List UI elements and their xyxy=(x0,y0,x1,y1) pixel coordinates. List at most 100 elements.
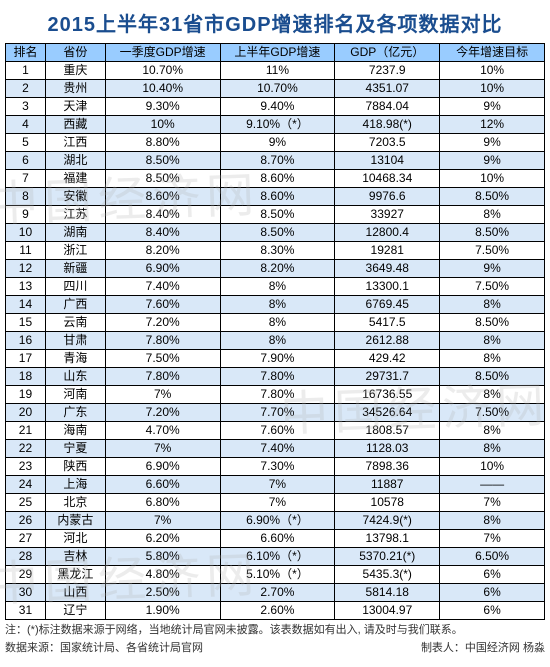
table-cell: 7% xyxy=(440,494,545,512)
table-cell: 3649.48 xyxy=(335,260,440,278)
table-cell: 9% xyxy=(440,260,545,278)
table-cell: 4.70% xyxy=(105,422,220,440)
table-cell: 6.10%（*） xyxy=(220,548,335,566)
table-cell: 7.80% xyxy=(105,332,220,350)
col-header-rank: 排名 xyxy=(6,44,46,62)
table-cell: 2612.88 xyxy=(335,332,440,350)
table-row: 8安徽8.60%8.60%9976.68.50% xyxy=(6,188,545,206)
table-cell: 宁夏 xyxy=(45,440,105,458)
table-cell: 8% xyxy=(220,314,335,332)
table-cell: 1128.03 xyxy=(335,440,440,458)
table-cell: 河南 xyxy=(45,386,105,404)
table-cell: 33927 xyxy=(335,206,440,224)
table-row: 14广西7.60%8%6769.458% xyxy=(6,296,545,314)
table-cell: 1.90% xyxy=(105,602,220,620)
table-cell: 8.70% xyxy=(220,152,335,170)
table-row: 17青海7.50%7.90%429.428% xyxy=(6,350,545,368)
table-cell: 8% xyxy=(440,296,545,314)
table-cell: 18 xyxy=(6,368,46,386)
table-cell: 5417.5 xyxy=(335,314,440,332)
table-cell: 6% xyxy=(440,584,545,602)
table-row: 6湖北8.50%8.70%131049% xyxy=(6,152,545,170)
table-cell: 7.60% xyxy=(220,422,335,440)
table-header-row: 排名 省份 一季度GDP增速 上半年GDP增速 GDP（亿元） 今年增速目标 xyxy=(6,44,545,62)
table-cell: 海南 xyxy=(45,422,105,440)
table-row: 15云南7.20%8%5417.58.50% xyxy=(6,314,545,332)
table-row: 24上海6.60%7%11887—— xyxy=(6,476,545,494)
table-cell: 8.50% xyxy=(440,314,545,332)
table-cell: 8.80% xyxy=(105,134,220,152)
table-cell: 天津 xyxy=(45,98,105,116)
table-cell: 7.20% xyxy=(105,404,220,422)
table-cell: 16 xyxy=(6,332,46,350)
table-cell: 8.50% xyxy=(440,224,545,242)
table-cell: 6769.45 xyxy=(335,296,440,314)
table-cell: 西藏 xyxy=(45,116,105,134)
table-cell: 安徽 xyxy=(45,188,105,206)
table-cell: 湖北 xyxy=(45,152,105,170)
table-row: 12新疆6.90%8.20%3649.489% xyxy=(6,260,545,278)
table-row: 30山西2.50%2.70%5814.186% xyxy=(6,584,545,602)
table-cell: 5435.3(*) xyxy=(335,566,440,584)
col-header-q1: 一季度GDP增速 xyxy=(105,44,220,62)
table-cell: 1 xyxy=(6,62,46,80)
table-cell: 9% xyxy=(440,98,545,116)
table-cell: 贵州 xyxy=(45,80,105,98)
table-cell: 8% xyxy=(440,332,545,350)
table-row: 10湖南8.40%8.50%12800.48.50% xyxy=(6,224,545,242)
table-cell: 25 xyxy=(6,494,46,512)
table-cell: 5 xyxy=(6,134,46,152)
table-cell: 10.70% xyxy=(105,62,220,80)
table-cell: 16736.55 xyxy=(335,386,440,404)
table-cell: 12% xyxy=(440,116,545,134)
table-cell: 10.40% xyxy=(105,80,220,98)
table-row: 19河南7%7.80%16736.558% xyxy=(6,386,545,404)
table-row: 5江西8.80%9%7203.59% xyxy=(6,134,545,152)
table-row: 31辽宁1.90%2.60%13004.976% xyxy=(6,602,545,620)
table-cell: 7.50% xyxy=(440,242,545,260)
table-cell: 山东 xyxy=(45,368,105,386)
table-row: 7福建8.50%8.60%10468.3410% xyxy=(6,170,545,188)
table-cell: 8.50% xyxy=(440,368,545,386)
page-title: 2015上半年31省市GDP增速排名及各项数据对比 xyxy=(0,0,550,43)
table-cell: 7% xyxy=(220,476,335,494)
table-cell: 上海 xyxy=(45,476,105,494)
table-cell: 5370.21(*) xyxy=(335,548,440,566)
table-cell: 7.80% xyxy=(220,368,335,386)
table-cell: 7.40% xyxy=(220,440,335,458)
table-cell: 2.60% xyxy=(220,602,335,620)
table-cell: 8 xyxy=(6,188,46,206)
table-cell: 7203.5 xyxy=(335,134,440,152)
table-cell: 12800.4 xyxy=(335,224,440,242)
table-cell: 重庆 xyxy=(45,62,105,80)
footnote: 注：(*)标注数据来源于网络，当地统计局官网未披露。该表数据如有出入, 请及时与… xyxy=(5,623,545,637)
table-cell: 黑龙江 xyxy=(45,566,105,584)
table-cell: 26 xyxy=(6,512,46,530)
table-cell: 7 xyxy=(6,170,46,188)
table-cell: 2.50% xyxy=(105,584,220,602)
table-cell: 广东 xyxy=(45,404,105,422)
table-cell: 8% xyxy=(440,386,545,404)
table-cell: 7.50% xyxy=(105,350,220,368)
table-cell: 7.50% xyxy=(440,278,545,296)
table-cell: 青海 xyxy=(45,350,105,368)
table-cell: 24 xyxy=(6,476,46,494)
table-cell: 7.30% xyxy=(220,458,335,476)
table-cell: 13004.97 xyxy=(335,602,440,620)
table-cell: 9% xyxy=(440,152,545,170)
table-row: 11浙江8.20%8.30%192817.50% xyxy=(6,242,545,260)
table-row: 18山东7.80%7.80%29731.78.50% xyxy=(6,368,545,386)
table-cell: 8.50% xyxy=(220,206,335,224)
table-cell: 7.20% xyxy=(105,314,220,332)
table-cell: 江西 xyxy=(45,134,105,152)
table-cell: 19281 xyxy=(335,242,440,260)
table-row: 22宁夏7%7.40%1128.038% xyxy=(6,440,545,458)
table-cell: 山西 xyxy=(45,584,105,602)
table-cell: 4351.07 xyxy=(335,80,440,98)
table-row: 16甘肃7.80%8%2612.888% xyxy=(6,332,545,350)
table-row: 20广东7.20%7.70%34526.647.50% xyxy=(6,404,545,422)
table-row: 9江苏8.40%8.50%339278% xyxy=(6,206,545,224)
table-cell: 7% xyxy=(220,494,335,512)
table-cell: 6.20% xyxy=(105,530,220,548)
table-cell: 云南 xyxy=(45,314,105,332)
